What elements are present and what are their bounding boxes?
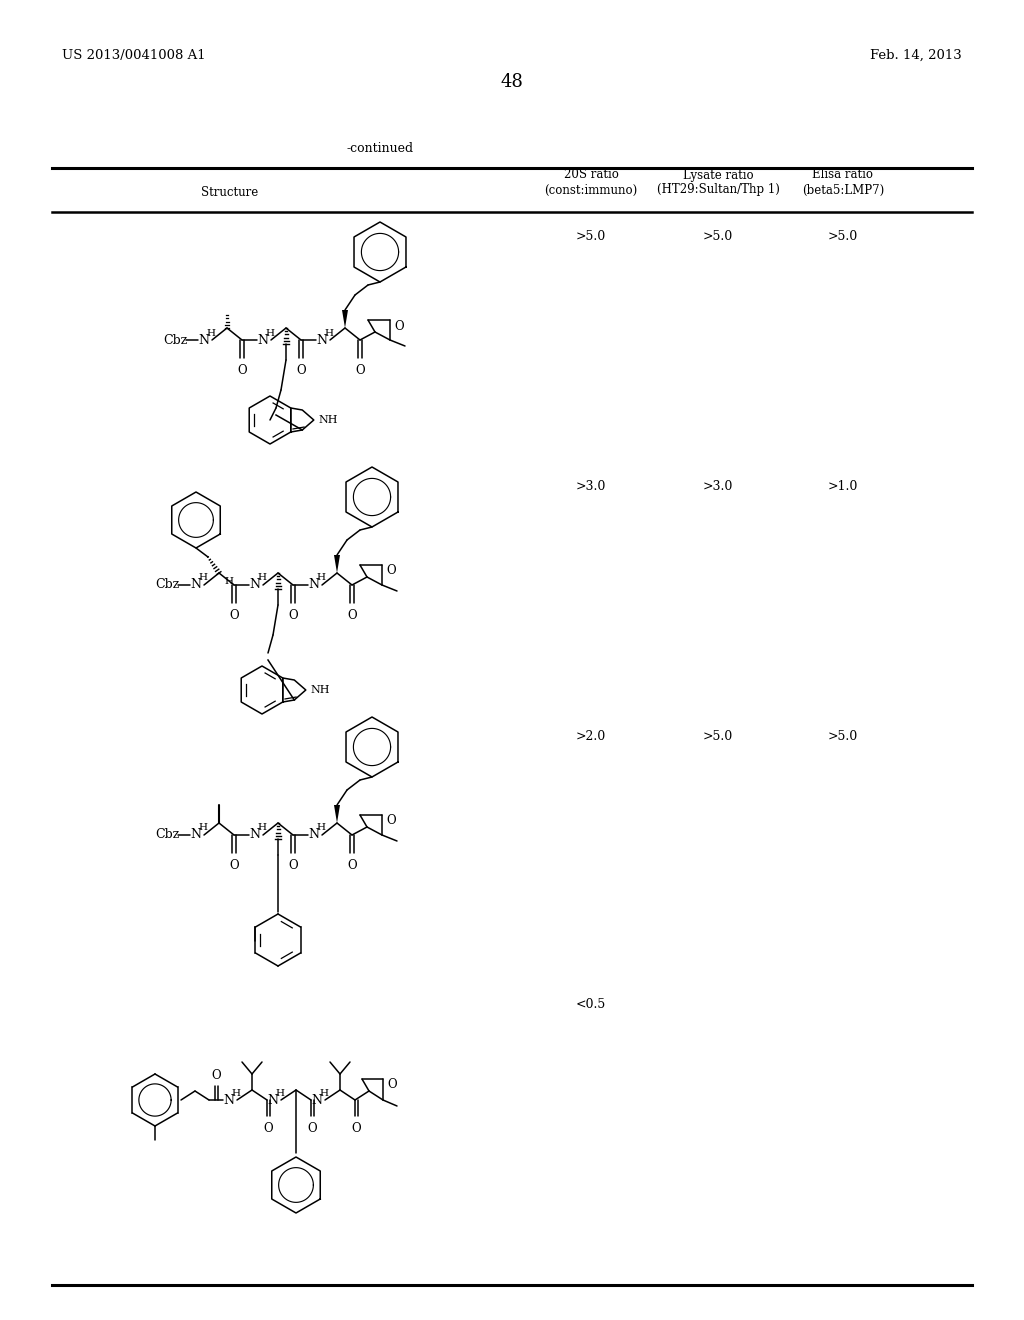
Text: H: H <box>257 573 266 582</box>
Text: -continued: -continued <box>346 143 414 156</box>
Text: Elisa ratio: Elisa ratio <box>812 169 873 181</box>
Text: <0.5: <0.5 <box>575 998 606 1011</box>
Text: N: N <box>308 829 319 842</box>
Text: O: O <box>288 859 298 873</box>
Polygon shape <box>334 805 340 822</box>
Text: >3.0: >3.0 <box>702 480 733 494</box>
Text: >5.0: >5.0 <box>827 730 858 743</box>
Text: H: H <box>316 573 325 582</box>
Text: >5.0: >5.0 <box>575 231 606 243</box>
Text: H: H <box>265 329 274 338</box>
Text: (HT29:Sultan/Thp 1): (HT29:Sultan/Thp 1) <box>656 183 779 197</box>
Text: O: O <box>355 364 365 378</box>
Text: Cbz: Cbz <box>155 578 179 591</box>
Text: H: H <box>257 824 266 833</box>
Text: Cbz: Cbz <box>155 829 179 842</box>
Text: H: H <box>319 1089 328 1097</box>
Text: H: H <box>316 824 325 833</box>
Text: N: N <box>316 334 327 346</box>
Text: O: O <box>351 1122 360 1135</box>
Text: N: N <box>190 578 201 591</box>
Text: H: H <box>231 1089 240 1097</box>
Text: H: H <box>206 329 215 338</box>
Text: O: O <box>394 319 403 333</box>
Text: O: O <box>347 609 356 622</box>
Text: H: H <box>224 577 233 586</box>
Text: O: O <box>238 364 247 378</box>
Text: N: N <box>308 578 319 591</box>
Text: >5.0: >5.0 <box>827 231 858 243</box>
Text: >3.0: >3.0 <box>575 480 606 494</box>
Text: US 2013/0041008 A1: US 2013/0041008 A1 <box>62 49 206 62</box>
Text: Feb. 14, 2013: Feb. 14, 2013 <box>870 49 962 62</box>
Text: O: O <box>296 364 306 378</box>
Text: >5.0: >5.0 <box>702 231 733 243</box>
Text: O: O <box>347 859 356 873</box>
Text: NH: NH <box>318 414 338 425</box>
Text: Lysate ratio: Lysate ratio <box>683 169 754 181</box>
Text: O: O <box>386 565 395 578</box>
Text: O: O <box>263 1122 272 1135</box>
Text: N: N <box>223 1093 234 1106</box>
Text: N: N <box>249 578 260 591</box>
Text: O: O <box>229 859 239 873</box>
Text: Structure: Structure <box>202 186 259 199</box>
Text: N: N <box>311 1093 322 1106</box>
Text: 20S ratio: 20S ratio <box>563 169 618 181</box>
Text: N: N <box>267 1093 278 1106</box>
Text: O: O <box>386 814 395 828</box>
Polygon shape <box>334 554 340 573</box>
Text: >1.0: >1.0 <box>827 480 858 494</box>
Text: H: H <box>275 1089 284 1097</box>
Text: N: N <box>190 829 201 842</box>
Text: >2.0: >2.0 <box>575 730 606 743</box>
Text: (const:immuno): (const:immuno) <box>545 183 638 197</box>
Text: N: N <box>198 334 209 346</box>
Polygon shape <box>342 310 348 327</box>
Text: O: O <box>211 1069 221 1082</box>
Text: N: N <box>257 334 268 346</box>
Text: O: O <box>229 609 239 622</box>
Text: O: O <box>307 1122 316 1135</box>
Text: 48: 48 <box>501 73 523 91</box>
Text: NH: NH <box>311 685 331 696</box>
Text: (beta5:LMP7): (beta5:LMP7) <box>802 183 884 197</box>
Text: O: O <box>288 609 298 622</box>
Text: H: H <box>198 573 207 582</box>
Text: O: O <box>387 1078 396 1092</box>
Text: N: N <box>249 829 260 842</box>
Text: Cbz: Cbz <box>163 334 187 346</box>
Text: H: H <box>198 824 207 833</box>
Text: H: H <box>324 329 333 338</box>
Text: >5.0: >5.0 <box>702 730 733 743</box>
